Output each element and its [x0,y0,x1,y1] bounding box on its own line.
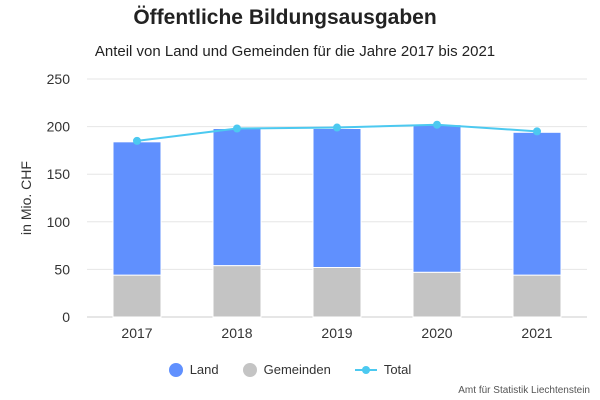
x-axis-ticks: 2017 2018 2019 2020 2021 [121,325,552,341]
x-tick-label: 2020 [421,325,452,341]
bar-gemeinden[interactable] [412,271,462,318]
bar-gemeinden[interactable] [512,274,562,318]
legend-swatch-total [354,363,377,377]
chart-title: Öffentliche Bildungsausgaben [133,6,437,29]
legend-label-land: Land [189,362,219,377]
bar-land[interactable] [312,128,362,268]
legend-swatch-land [168,362,183,377]
legend-label-total: Total [383,362,412,377]
y-axis-label: in Mio. CHF [18,161,34,235]
point-total[interactable] [133,136,141,145]
credits[interactable]: Amt für Statistik Liechtenstein [458,385,590,396]
chart-subtitle: Anteil von Land und Gemeinden für die Ja… [94,43,496,60]
x-tick-label: 2021 [521,325,552,341]
bar-land[interactable] [412,124,462,273]
y-tick-label: 200 [47,119,71,135]
legend-item-land[interactable]: Land [168,362,219,377]
point-total[interactable] [333,123,341,132]
x-tick-label: 2017 [121,325,152,341]
bar-gemeinden[interactable] [112,274,162,318]
y-tick-label: 100 [47,214,71,230]
bar-land[interactable] [112,141,162,276]
point-total[interactable] [533,127,541,136]
total-line [133,120,541,145]
y-tick-label: 150 [47,166,71,182]
legend-item-total[interactable]: Total [354,362,412,377]
y-tick-label: 0 [62,309,70,325]
bars [112,124,562,318]
point-total[interactable] [433,120,441,129]
y-tick-label: 250 [47,71,71,87]
bar-land[interactable] [212,128,262,267]
legend: Land Gemeinden Total [0,362,580,377]
legend-label-gemeinden: Gemeinden [263,362,331,377]
bar-land[interactable] [512,131,562,276]
y-axis-ticks: 0 50 100 150 200 250 [47,71,71,325]
x-tick-label: 2018 [221,325,252,341]
x-tick-label: 2019 [321,325,352,341]
bar-gemeinden[interactable] [212,265,262,318]
point-total[interactable] [233,124,241,133]
legend-item-gemeinden[interactable]: Gemeinden [242,362,331,377]
bar-gemeinden[interactable] [312,266,362,318]
legend-swatch-gemeinden [242,362,257,377]
y-tick-label: 50 [54,261,70,277]
